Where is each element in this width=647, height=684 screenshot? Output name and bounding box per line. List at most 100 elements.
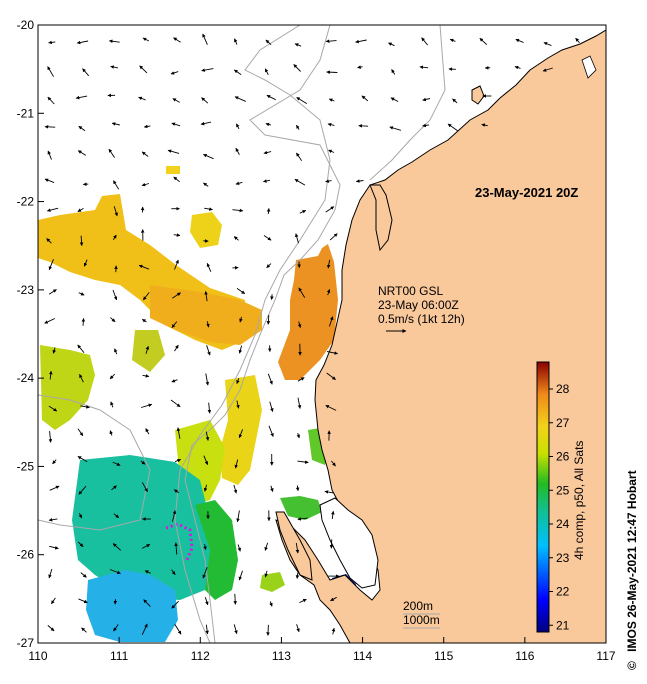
current-arrow [200, 121, 212, 126]
current-arrow [110, 401, 114, 408]
colorbar-tick-label: 26 [556, 450, 570, 464]
current-legend-line3: 0.5m/s (1kt 12h) [378, 312, 465, 326]
current-arrow [266, 624, 270, 636]
current-arrow [297, 397, 302, 409]
colorbar-tick-label: 22 [556, 585, 570, 599]
current-arrow [113, 624, 119, 632]
current-arrow [294, 43, 302, 47]
colorbar-ticks: 28 27 26 25 24 23 22 21 [549, 382, 570, 632]
current-arrow [109, 569, 121, 575]
current-arrow [79, 235, 84, 247]
current-arrow [238, 429, 244, 439]
current-arrow [47, 96, 55, 105]
current-arrow [48, 568, 53, 579]
current-arrow [108, 39, 120, 44]
current-arrow [327, 122, 335, 127]
current-arrow [114, 348, 118, 355]
current-arrow [295, 542, 300, 554]
current-arrow [447, 123, 458, 132]
current-arrow [328, 98, 335, 102]
peninsula-north [369, 184, 393, 252]
colorbar-gradient [536, 361, 550, 633]
current-arrow [297, 517, 308, 521]
current-arrow [235, 181, 243, 186]
colorbar: 28 27 26 25 24 23 22 21 [536, 361, 570, 633]
current-arrow [203, 153, 214, 160]
current-arrow [78, 125, 86, 132]
current-arrow [142, 374, 150, 378]
x-axis: 110 111 112 113 114 115 116 117 [28, 637, 616, 663]
current-arrow [297, 377, 305, 382]
isobath-label-200m: 200m [403, 599, 433, 613]
current-arrow [419, 65, 429, 69]
current-arrow [78, 292, 85, 296]
current-arrow [77, 150, 87, 156]
current-arrow [141, 623, 148, 635]
isobath-west [38, 394, 151, 531]
current-arrow [170, 71, 179, 75]
current-arrow [361, 95, 369, 102]
current-arrow [140, 403, 153, 408]
current-arrow [201, 68, 214, 72]
isobath-label-1000m: 1000m [403, 613, 440, 627]
current-arrow [201, 97, 209, 104]
current-arrow [390, 97, 399, 102]
current-arrow [326, 372, 336, 380]
current-arrow [357, 65, 363, 69]
current-arrow [77, 428, 84, 437]
current-arrow [239, 316, 243, 323]
current-arrow [83, 259, 88, 267]
current-legend: NRT00 GSL 23-May 06:00Z 0.5m/s (1kt 12h) [378, 284, 465, 333]
sst-patch-west-green-2 [132, 330, 165, 372]
current-arrow [141, 543, 151, 549]
current-arrow [328, 149, 335, 154]
current-arrow [203, 484, 208, 492]
current-arrow [264, 570, 268, 578]
current-arrow [326, 70, 338, 74]
current-arrow [167, 149, 180, 154]
current-arrow [48, 517, 58, 522]
colorbar-tick-label: 21 [556, 618, 570, 632]
y-tick-label: -22 [17, 195, 35, 209]
current-arrow [263, 179, 271, 183]
current-arrow [235, 123, 240, 130]
current-arrow [46, 238, 52, 244]
current-arrow [46, 207, 59, 212]
current-arrow [296, 624, 300, 633]
current-arrow [173, 37, 181, 43]
current-arrow [236, 510, 240, 523]
current-arrow [481, 123, 488, 127]
current-arrow [174, 344, 179, 352]
y-tick-label: -27 [17, 636, 35, 650]
current-legend-line2: 23-May 06:00Z [378, 298, 459, 312]
current-arrow [170, 399, 181, 408]
current-arrow [205, 624, 209, 635]
current-arrow [48, 40, 56, 45]
y-tick-label: -20 [17, 18, 35, 32]
current-arrow [176, 427, 181, 439]
current-arrow [391, 69, 396, 75]
current-arrow [325, 206, 335, 213]
current-arrow [327, 351, 339, 355]
current-arrow [542, 67, 553, 72]
current-arrow [47, 66, 54, 77]
current-arrow [264, 68, 269, 76]
current-arrow [296, 124, 300, 130]
current-arrow [233, 624, 238, 635]
current-arrow [173, 176, 180, 183]
current-arrow [109, 430, 113, 436]
current-arrow [112, 543, 122, 551]
current-arrow [138, 96, 146, 101]
current-arrow [421, 37, 429, 46]
sst-patch-coast-green [280, 496, 322, 520]
current-arrow [328, 316, 334, 327]
current-arrow [77, 456, 88, 463]
current-arrow [171, 321, 178, 328]
current-arrow [174, 259, 179, 270]
current-arrow [141, 151, 149, 157]
current-arrow [112, 234, 117, 241]
current-arrow [205, 373, 210, 386]
current-arrow [329, 233, 338, 241]
current-arrow [174, 458, 182, 463]
current-arrow [171, 600, 179, 609]
